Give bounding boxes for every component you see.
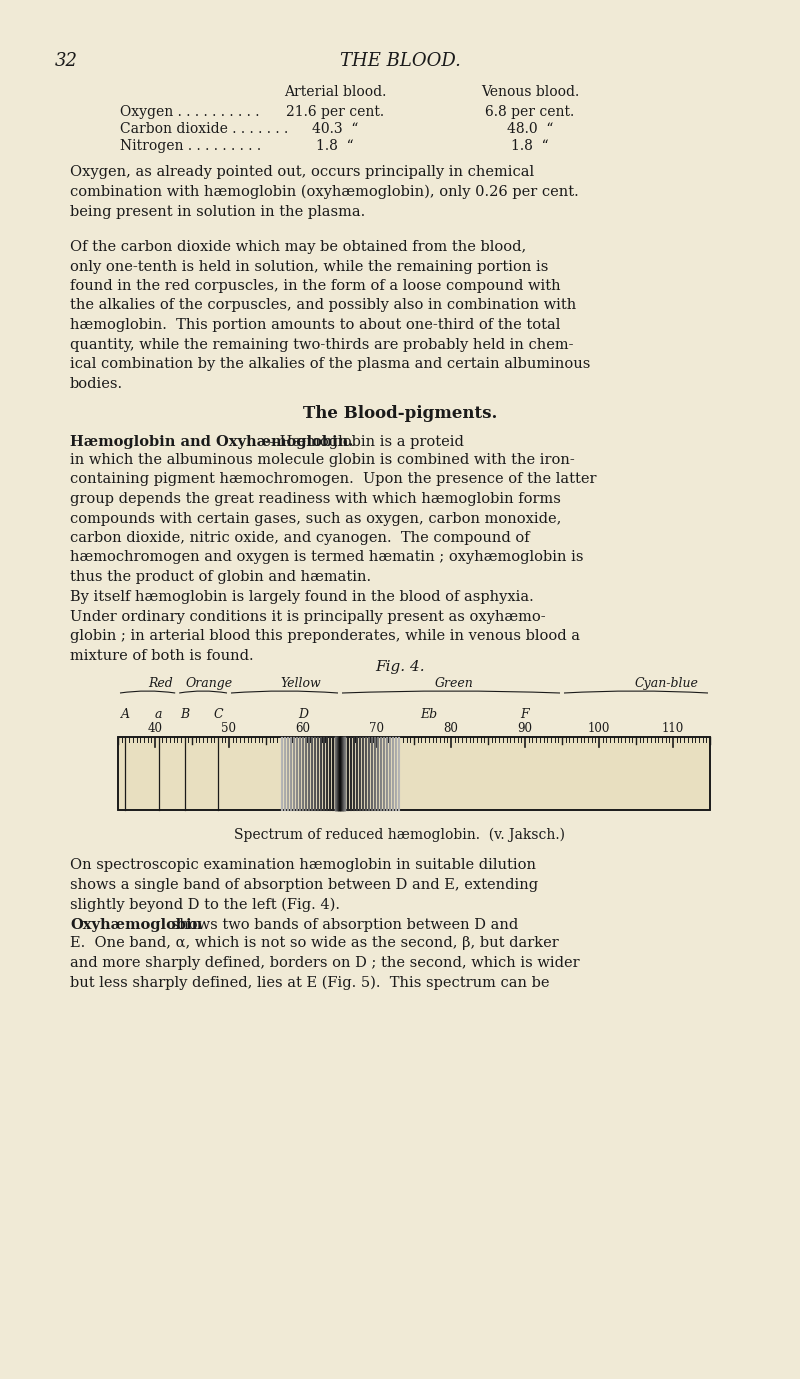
Text: By itself hæmoglobin is largely found in the blood of asphyxia.
Under ordinary c: By itself hæmoglobin is largely found in… [70, 590, 580, 662]
Text: 21.6 per cent.: 21.6 per cent. [286, 105, 384, 119]
Text: shows two bands of absorption between D and: shows two bands of absorption between D … [167, 918, 518, 932]
Text: THE BLOOD.: THE BLOOD. [339, 52, 461, 70]
Text: 48.0  “: 48.0 “ [507, 121, 553, 137]
Text: 100: 100 [588, 723, 610, 735]
Text: —Hæmoglobin is a proteid: —Hæmoglobin is a proteid [265, 434, 464, 450]
Text: On spectroscopic examination hæmoglobin in suitable dilution
shows a single band: On spectroscopic examination hæmoglobin … [70, 858, 538, 912]
Bar [118, 736, 710, 809]
Text: in which the albuminous molecule globin is combined with the iron-
containing pi: in which the albuminous molecule globin … [70, 452, 597, 583]
Text: 32: 32 [55, 52, 78, 70]
Text: Oxyhæmoglobin: Oxyhæmoglobin [70, 918, 202, 932]
Text: Hæmoglobin and Oxyhæmoglobin.: Hæmoglobin and Oxyhæmoglobin. [70, 434, 354, 450]
Text: 1.8  “: 1.8 “ [511, 139, 549, 153]
Text: Oxygen, as already pointed out, occurs principally in chemical
combination with : Oxygen, as already pointed out, occurs p… [70, 165, 578, 219]
Text: 60: 60 [295, 723, 310, 735]
Bar [118, 736, 710, 809]
Text: C: C [213, 707, 222, 721]
Text: a: a [155, 707, 162, 721]
Text: 70: 70 [370, 723, 385, 735]
Text: Carbon dioxide . . . . . . .: Carbon dioxide . . . . . . . [120, 121, 288, 137]
Text: Yellow: Yellow [280, 677, 321, 690]
Text: 6.8 per cent.: 6.8 per cent. [486, 105, 574, 119]
Text: Arterial blood.: Arterial blood. [284, 85, 386, 99]
Text: Spectrum of reduced hæmoglobin.  (v. Jaksch.): Spectrum of reduced hæmoglobin. (v. Jaks… [234, 827, 566, 843]
Text: Of the carbon dioxide which may be obtained from the blood,
only one-tenth is he: Of the carbon dioxide which may be obtai… [70, 240, 590, 390]
Text: Eb: Eb [420, 707, 438, 721]
Text: Cyan-blue: Cyan-blue [635, 677, 699, 690]
Text: A: A [121, 707, 130, 721]
Text: B: B [180, 707, 189, 721]
Text: 50: 50 [222, 723, 237, 735]
Text: 80: 80 [443, 723, 458, 735]
Text: Red: Red [148, 677, 173, 690]
Text: Nitrogen . . . . . . . . .: Nitrogen . . . . . . . . . [120, 139, 261, 153]
Text: The Blood-pigments.: The Blood-pigments. [303, 405, 497, 422]
Text: Oxygen . . . . . . . . . .: Oxygen . . . . . . . . . . [120, 105, 259, 119]
Text: 110: 110 [662, 723, 684, 735]
Text: Orange: Orange [186, 677, 233, 690]
Text: Fig. 4.: Fig. 4. [375, 661, 425, 674]
Text: D: D [298, 707, 308, 721]
Text: 40.3  “: 40.3 “ [312, 121, 358, 137]
Text: F: F [521, 707, 530, 721]
Text: Venous blood.: Venous blood. [481, 85, 579, 99]
Text: 1.8  “: 1.8 “ [316, 139, 354, 153]
Text: Green: Green [435, 677, 474, 690]
Text: 90: 90 [518, 723, 533, 735]
Text: 40: 40 [147, 723, 162, 735]
Text: E.  One band, α, which is not so wide as the second, β, but darker
and more shar: E. One band, α, which is not so wide as … [70, 936, 580, 990]
